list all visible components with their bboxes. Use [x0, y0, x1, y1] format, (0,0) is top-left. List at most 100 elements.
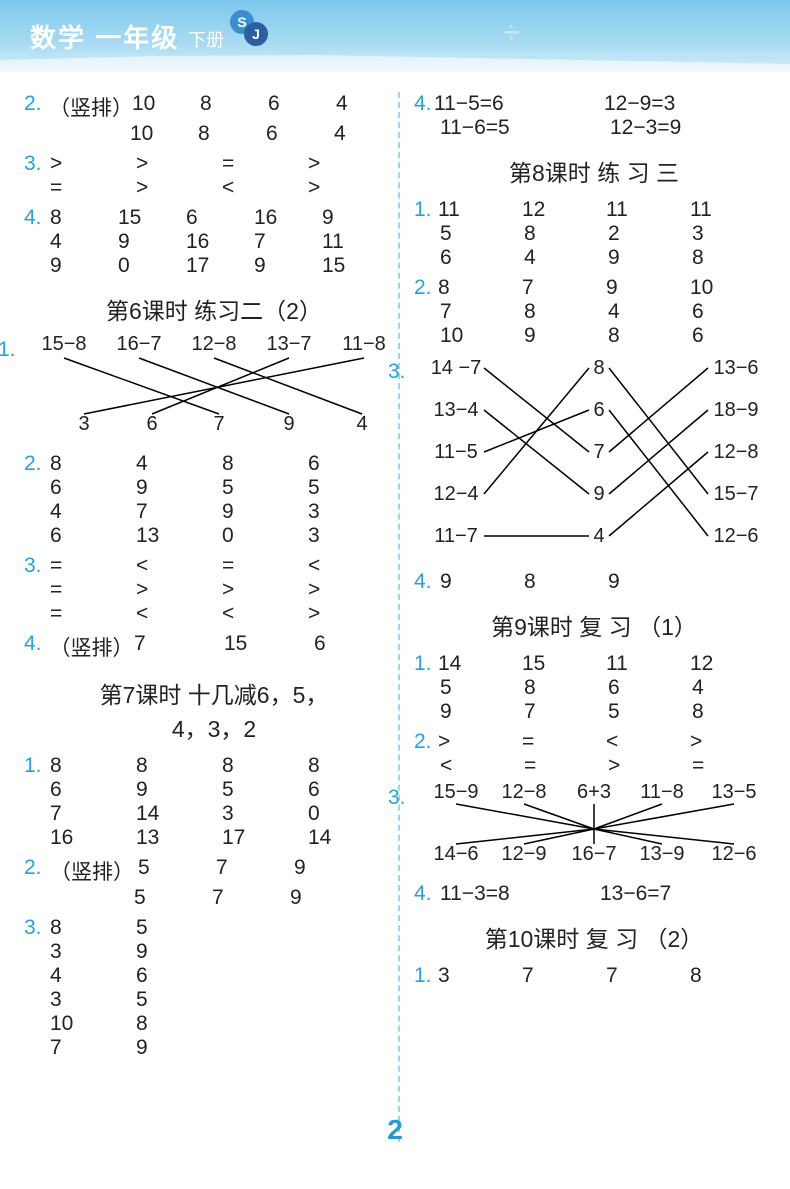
svg-text:16−7: 16−7	[571, 843, 616, 865]
value-cell: 3	[50, 940, 136, 964]
value-cell: 6	[308, 452, 394, 476]
value-cell: 11	[690, 198, 774, 222]
value-cell: 4	[524, 246, 608, 270]
value-cell: 15	[522, 652, 606, 676]
svg-text:12−9: 12−9	[501, 843, 546, 865]
value-cell: 2	[608, 222, 692, 246]
value-cell: =	[692, 754, 776, 778]
q-number: 3.	[24, 916, 50, 940]
value-cell: <	[308, 554, 394, 578]
value-cell: 8	[50, 754, 136, 778]
star-diagram: 15−912−86+311−813−514−612−916−713−912−6	[414, 784, 774, 876]
value-cell: 10	[130, 122, 198, 146]
value-cell: 12−9=3	[604, 92, 774, 116]
q-number: 1.	[414, 964, 438, 988]
s9q3: 3. 15−912−86+311−813−514−612−916−713−912…	[414, 784, 774, 876]
q2: 2. （竖排） 10864 10864	[24, 92, 404, 146]
value-cell: 10	[50, 1012, 136, 1036]
value-cell: 8	[50, 452, 136, 476]
value-cell: 16	[50, 826, 136, 850]
value-cell: 9	[608, 570, 692, 594]
value-cell: 7	[606, 964, 690, 988]
value-cell: 7	[254, 230, 322, 254]
left-column: 2. （竖排） 10864 10864 3.>>=> =><> 4.815616…	[24, 92, 404, 1066]
value-cell: <	[222, 602, 308, 626]
q-number: 3.	[388, 786, 414, 810]
value-cell: <	[440, 754, 524, 778]
s8q2: 2.87910 7846 10986	[414, 276, 774, 348]
svg-text:13−6: 13−6	[713, 357, 758, 379]
badge-j: J	[244, 22, 268, 46]
s6q4: 4. （竖排） 7156	[24, 632, 404, 662]
value-cell: 6	[50, 476, 136, 500]
value-cell: =	[50, 554, 136, 578]
value-cell: 11−3=8	[440, 882, 600, 906]
svg-text:15−7: 15−7	[713, 483, 758, 505]
value-cell: >	[308, 152, 394, 176]
value-cell: 3	[438, 964, 522, 988]
value-cell: >	[136, 152, 222, 176]
volume-label: 下册	[188, 26, 224, 52]
value-cell: 0	[222, 524, 308, 548]
s9q4: 4.11−3=813−6=7	[414, 882, 774, 906]
svg-text:11−7: 11−7	[434, 525, 478, 547]
q-number: 4.	[24, 206, 50, 230]
page-header: 数学 一年级 下册 S J ÷	[0, 0, 790, 72]
svg-text:13−9: 13−9	[639, 843, 684, 865]
value-cell: >	[50, 152, 136, 176]
value-cell: 9	[136, 1036, 222, 1060]
svg-text:11−8: 11−8	[342, 336, 386, 355]
header-decoration	[0, 52, 790, 72]
value-cell: 8	[222, 452, 308, 476]
value-cell: 6	[692, 324, 776, 348]
value-cell: 12−3=9	[610, 116, 780, 140]
value-cell: =	[222, 152, 308, 176]
value-cell: 7	[50, 1036, 136, 1060]
value-cell: 7	[216, 856, 294, 886]
value-cell: 5	[608, 700, 692, 724]
value-cell: 9	[608, 246, 692, 270]
value-cell: 11	[322, 230, 390, 254]
section-7-title-l2: 4，3，2	[24, 710, 404, 744]
s6q2: 2.8486 6955 4793 61303	[24, 452, 404, 548]
value-cell: 9	[136, 476, 222, 500]
value-cell: 6	[50, 524, 136, 548]
rq4: 4.11−5=612−9=3 11−6=512−3=9	[414, 92, 774, 140]
svg-text:13−5: 13−5	[711, 784, 756, 803]
q-number: 2.	[414, 730, 438, 754]
value-cell: 8	[200, 92, 268, 122]
svg-text:6+3: 6+3	[577, 784, 611, 803]
value-cell: 9	[294, 856, 372, 886]
section-6-title: 第6课时 练习二（2）	[24, 292, 404, 326]
svg-text:4: 4	[593, 525, 604, 547]
value-cell: 9	[524, 324, 608, 348]
q-number: 2.	[24, 92, 49, 122]
value-cell: 9	[440, 700, 524, 724]
value-cell: 14	[438, 652, 522, 676]
value-cell: 14	[308, 826, 394, 850]
value-cell: >	[136, 176, 222, 200]
value-cell: 5	[138, 856, 216, 886]
value-cell: 8	[136, 754, 222, 778]
svg-text:15−9: 15−9	[433, 784, 478, 803]
q-number: 4.	[414, 882, 440, 906]
value-cell: 3	[222, 802, 308, 826]
value-cell: =	[522, 730, 606, 754]
value-cell: =	[50, 176, 136, 200]
svg-text:13−4: 13−4	[433, 399, 478, 421]
value-cell: 8	[608, 324, 692, 348]
q-number: 1.	[414, 652, 438, 676]
value-cell: >	[690, 730, 774, 754]
value-cell: 6	[440, 246, 524, 270]
value-cell: >	[308, 578, 394, 602]
value-cell: 9	[322, 206, 390, 230]
section-10-title: 第10课时 复 习 （2）	[414, 920, 774, 954]
value-cell: 9	[136, 778, 222, 802]
svg-text:15−8: 15−8	[41, 336, 86, 355]
value-cell: 5	[222, 778, 308, 802]
page-content: 2. （竖排） 10864 10864 3.>>=> =><> 4.815616…	[0, 92, 790, 1152]
q-number: 4.	[414, 570, 440, 594]
q-number: 4.	[414, 92, 434, 116]
value-cell: 9	[136, 940, 222, 964]
value-cell: 11−6=5	[440, 116, 610, 140]
